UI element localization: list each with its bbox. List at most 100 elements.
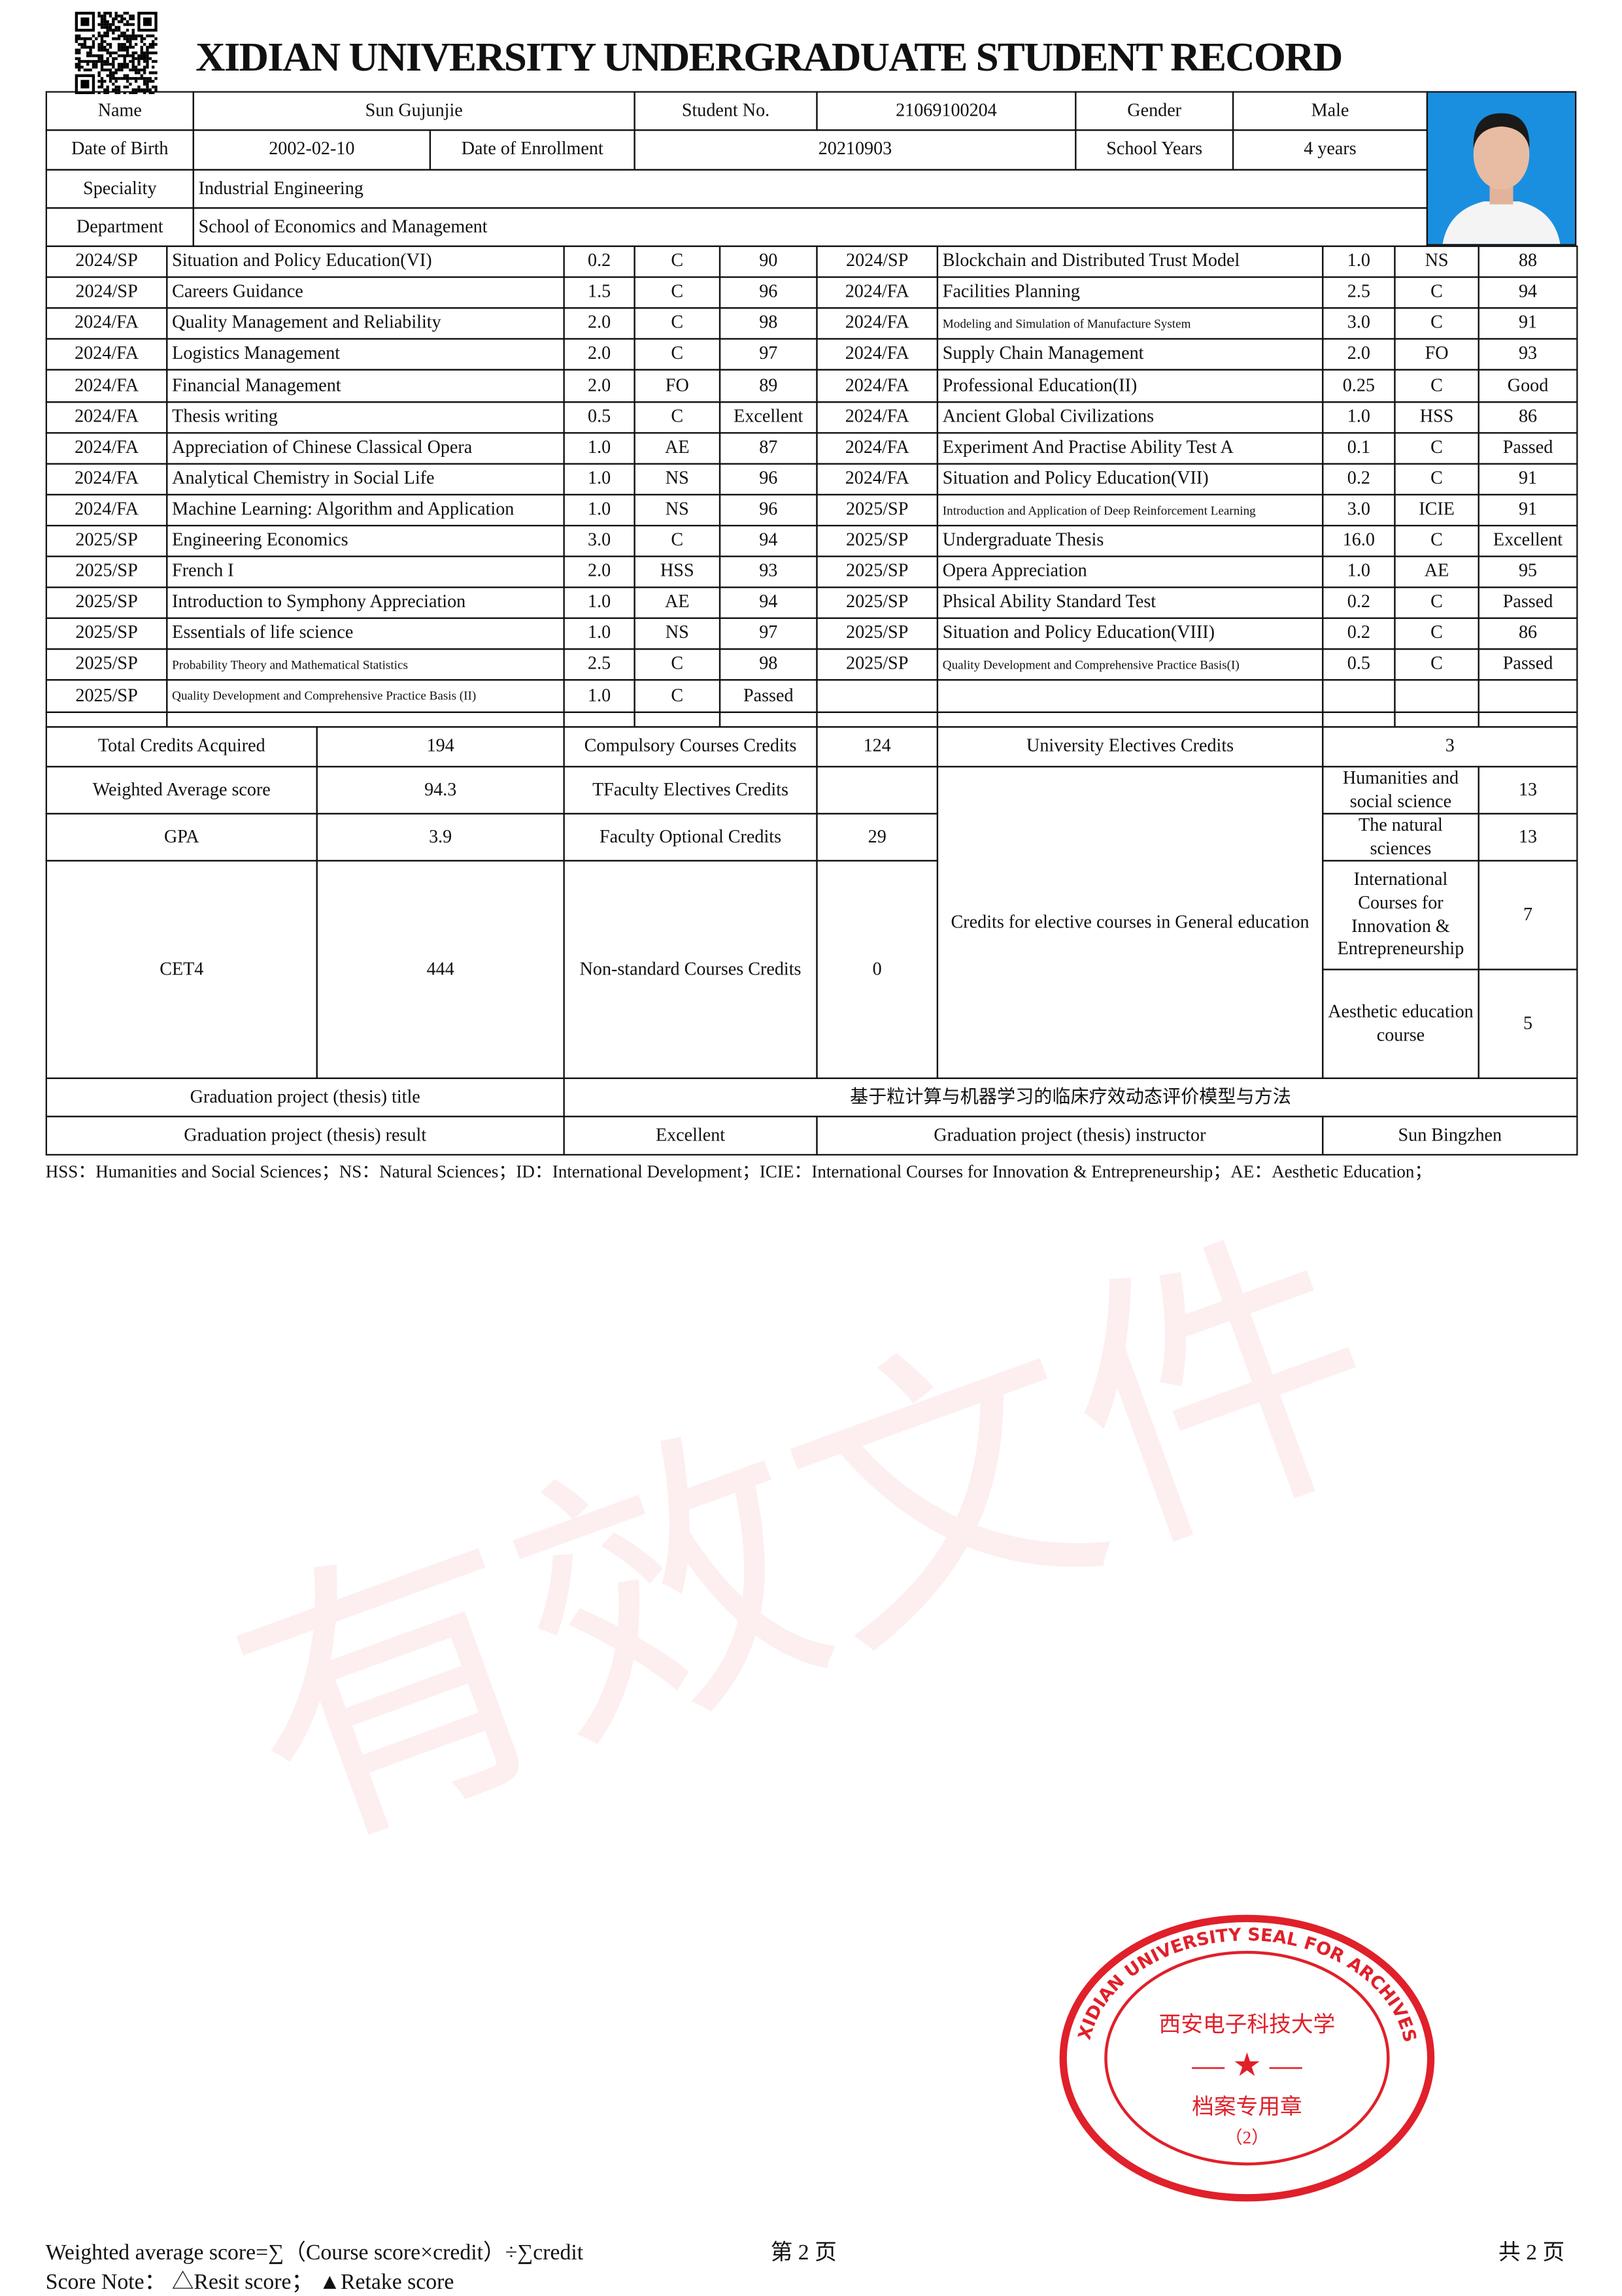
course-course-name: French I: [166, 556, 565, 588]
course-score: 93: [718, 556, 818, 588]
gpa-value: 3.9: [316, 812, 565, 862]
empty-cell: [936, 711, 1324, 728]
course-credit: 1.0: [563, 493, 635, 527]
course-course-name-text: Experiment And Practise Ability Test A: [942, 437, 1234, 458]
course-score-text: 98: [759, 312, 778, 333]
course-credit-text: 2.5: [1347, 281, 1370, 302]
course-type-text: FO: [1425, 342, 1449, 363]
course-type: AE: [634, 432, 721, 465]
faculty-optional-label: Faculty Optional Credits: [563, 812, 818, 862]
total-credits-label: Total Credits Acquired: [45, 726, 318, 768]
course-type-text: C: [671, 342, 684, 363]
compulsory-value-text: 124: [863, 735, 891, 756]
course-type: C: [1394, 432, 1479, 465]
course-credit-text: 0.2: [1347, 591, 1370, 612]
course-course-name: Modeling and Simulation of Manufacture S…: [936, 307, 1324, 340]
course-score: 96: [718, 463, 818, 496]
course-score-text: 96: [759, 498, 778, 520]
course-type-text: FO: [665, 374, 689, 395]
course-course-name: Financial Management: [166, 369, 565, 403]
course-course-name-text: Situation and Policy Education(VII): [942, 467, 1209, 489]
empty-cell: [1322, 711, 1396, 728]
school-years-label: School Years: [1075, 129, 1234, 171]
course-term-text: 2024/FA: [845, 406, 909, 427]
course-type-text: NS: [1425, 250, 1449, 271]
ae-label: Aesthetic education course: [1322, 969, 1479, 1079]
weighted-value: 94.3: [316, 765, 565, 815]
general-ed-label-text: Credits for elective courses in General …: [951, 910, 1309, 932]
course-credit-text: 2.0: [1347, 342, 1370, 363]
course-type: C: [634, 245, 721, 278]
course-term: 2025/SP: [816, 648, 939, 681]
course-course-name: Essentials of life science: [166, 617, 565, 650]
course-credit: 0.25: [1322, 369, 1396, 403]
thesis-result-label: Graduation project (thesis) result: [45, 1116, 565, 1156]
course-credit-text: 1.0: [1347, 406, 1370, 427]
course-term-text: 2024/FA: [75, 342, 139, 363]
formula-note: Weighted average score=∑（Course score×cr…: [45, 2242, 584, 2266]
course-course-name-text: Professional Education(II): [942, 374, 1138, 395]
school-years-label-text: School Years: [1106, 138, 1203, 159]
course-term: 2024/FA: [816, 307, 939, 340]
seal-center-text: 档案专用章: [1192, 2093, 1302, 2119]
course-course-name: Undergraduate Thesis: [936, 525, 1324, 557]
course-course-name-text: Introduction to Symphony Appreciation: [172, 591, 466, 612]
seal-number: （2）: [1225, 2127, 1269, 2147]
course-score: Good: [1478, 369, 1578, 403]
course-course-name: Thesis writing: [166, 401, 565, 434]
course-type: C: [1394, 307, 1479, 340]
course-score: 86: [1478, 401, 1578, 434]
course-term-text: 2024/FA: [845, 374, 909, 395]
course-score-text: 91: [1518, 312, 1538, 333]
course-score: 91: [1478, 463, 1578, 496]
course-credit-text: 1.0: [588, 591, 611, 612]
enrollment-value: 20210903: [634, 129, 1077, 171]
course-type: NS: [634, 493, 721, 527]
course-credit: 1.5: [563, 276, 635, 309]
course-term: 2024/FA: [45, 338, 168, 371]
faculty-electives-label-text: TFaculty Electives Credits: [592, 778, 788, 799]
course-type-text: C: [1430, 653, 1443, 674]
course-term-text: 2025/SP: [846, 560, 909, 581]
univ-electives-label: University Electives Credits: [936, 726, 1324, 768]
qr-code-icon: [75, 11, 158, 94]
faculty-electives-value: [816, 765, 939, 815]
course-course-name: Logistics Management: [166, 338, 565, 371]
course-score: 89: [718, 369, 818, 403]
course-term-text: 2024/FA: [75, 374, 139, 395]
course-course-name: Engineering Economics: [166, 525, 565, 557]
gender-label-text: Gender: [1127, 99, 1182, 120]
course-credit-text: 1.0: [588, 622, 611, 643]
dob-label-text: Date of Birth: [71, 138, 169, 159]
course-term: 2024/FA: [816, 369, 939, 403]
school-years-value-text: 4 years: [1304, 138, 1357, 159]
course-course-name: Situation and Policy Education(VII): [936, 463, 1324, 496]
course-term: 2024/FA: [816, 401, 939, 434]
course-type-text: C: [671, 684, 684, 705]
course-term-text: 2025/SP: [75, 529, 138, 550]
faculty-electives-label: TFaculty Electives Credits: [563, 765, 818, 815]
total-pages: 共 2 页: [1498, 2242, 1565, 2266]
course-score-text: 94: [759, 529, 778, 550]
hss-label: Humanities and social science: [1322, 765, 1479, 815]
course-term: 2025/SP: [45, 525, 168, 557]
course-course-name-text: Careers Guidance: [172, 281, 303, 302]
speciality-value-text: Industrial Engineering: [198, 177, 363, 198]
course-course-name: Quality Management and Reliability: [166, 307, 565, 340]
course-score: Excellent: [718, 401, 818, 434]
course-term-text: 2024/FA: [75, 467, 139, 489]
student-no-label: Student No.: [634, 91, 818, 131]
course-score-text: 93: [1518, 342, 1538, 363]
gender-value: Male: [1232, 91, 1428, 131]
course-term-text: 2025/SP: [75, 622, 138, 643]
course-score: 98: [718, 307, 818, 340]
faculty-optional-label-text: Faculty Optional Credits: [600, 825, 782, 846]
course-credit-text: 1.0: [588, 498, 611, 520]
ae-value: 5: [1478, 969, 1578, 1079]
course-term: 2025/SP: [816, 493, 939, 527]
empty-cell: [1394, 711, 1479, 728]
course-score-text: 90: [759, 250, 778, 271]
student-no-label-text: Student No.: [681, 99, 770, 120]
course-credit: 0.5: [563, 401, 635, 434]
course-type: FO: [1394, 338, 1479, 371]
